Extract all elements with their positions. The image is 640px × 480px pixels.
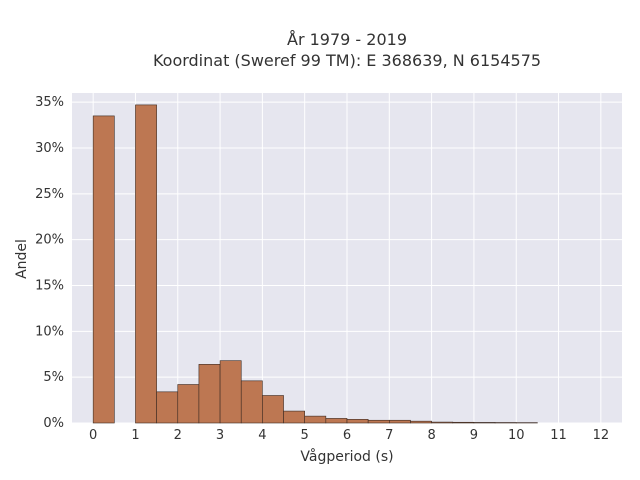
x-tick-label: 5: [301, 428, 309, 443]
histogram-bars: [92, 104, 538, 424]
y-tick-label: 5%: [43, 370, 64, 385]
histogram-bar: [389, 419, 411, 424]
x-tick-label: 2: [174, 428, 182, 443]
histogram-bar: [156, 391, 179, 424]
x-tick-label: 12: [593, 428, 610, 443]
histogram-bar: [473, 422, 496, 424]
y-tick-label: 25%: [35, 187, 64, 202]
x-tick-label: 9: [470, 428, 478, 443]
histogram-bar: [198, 364, 221, 424]
y-axis-title: Andel: [14, 239, 30, 279]
y-tick-label: 0%: [43, 416, 64, 431]
y-axis-ticks: 0% 5% 10% 15% 20% 25% 30% 35%: [35, 95, 64, 431]
y-tick-label: 15%: [35, 279, 64, 294]
histogram-bar: [262, 395, 284, 424]
histogram-bar: [283, 410, 305, 424]
histogram-bar: [304, 415, 327, 424]
histogram-bar: [240, 380, 263, 424]
chart-title-line-1: År 1979 - 2019: [287, 30, 407, 49]
x-tick-label: 3: [216, 428, 224, 443]
histogram-bar: [219, 360, 242, 424]
y-tick-label: 30%: [35, 141, 64, 156]
histogram-bar: [325, 418, 348, 424]
histogram-bar: [431, 421, 454, 424]
x-tick-label: 11: [550, 428, 567, 443]
x-tick-label: 10: [508, 428, 525, 443]
x-tick-label: 1: [131, 428, 139, 443]
x-tick-label: 8: [427, 428, 435, 443]
histogram-bar: [135, 104, 157, 424]
histogram-bar: [346, 419, 369, 424]
y-tick-label: 10%: [35, 324, 64, 339]
histogram-bar: [452, 421, 475, 424]
y-tick-label: 35%: [35, 95, 64, 110]
histogram-bar: [177, 384, 200, 424]
x-axis-title: Vågperiod (s): [300, 448, 393, 465]
y-tick-label: 20%: [35, 233, 64, 248]
chart-title-line-2: Koordinat (Sweref 99 TM): E 368639, N 61…: [153, 51, 541, 70]
histogram-bar: [410, 420, 432, 424]
histogram-bar: [367, 419, 390, 424]
x-axis-ticks: 0 1 2 3 4 5 6 7 8 9 10 11 12: [89, 428, 609, 443]
x-tick-label: 4: [258, 428, 266, 443]
histogram-bar: [92, 115, 115, 424]
grid-lines: [72, 93, 622, 424]
x-tick-label: 7: [385, 428, 393, 443]
x-tick-label: 6: [343, 428, 351, 443]
x-tick-label: 0: [89, 428, 97, 443]
